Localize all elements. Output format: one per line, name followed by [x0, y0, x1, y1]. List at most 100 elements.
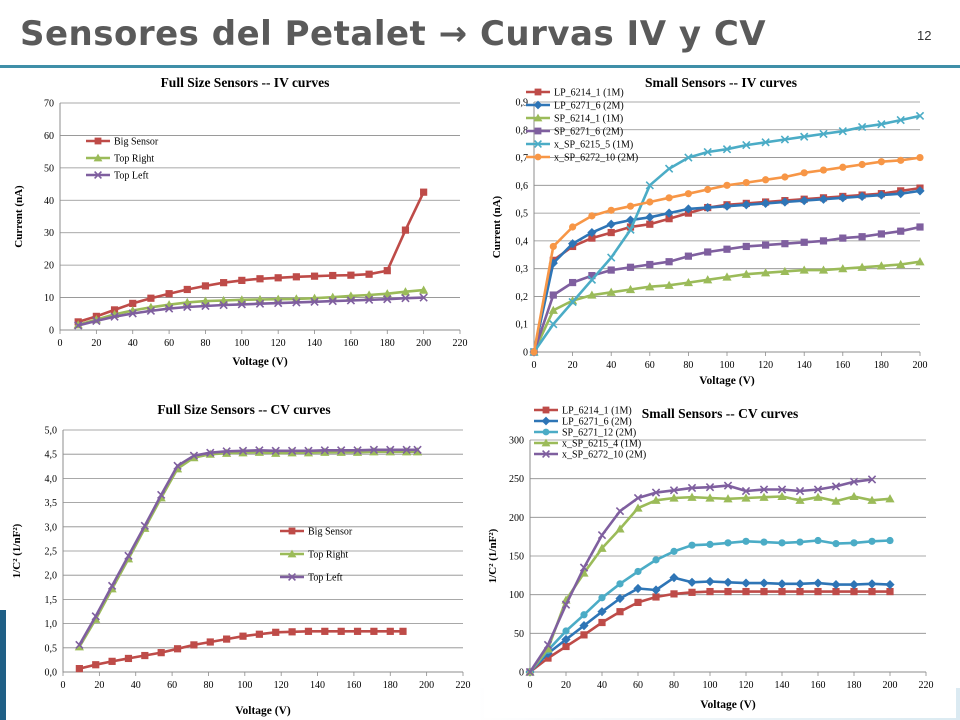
chart-background [484, 400, 956, 718]
data-point [549, 242, 557, 251]
data-point [876, 190, 886, 200]
data-point [813, 492, 823, 501]
data-point [795, 495, 805, 504]
data-point [157, 649, 165, 657]
data-point [274, 274, 282, 282]
legend-marker [94, 137, 102, 145]
data-point [645, 212, 655, 222]
series-lp-6214-1-1m [526, 587, 894, 676]
legend: LP_6214_1 (1M)LP_6271_6 (2M)SP_6271_12 (… [534, 406, 646, 461]
data-point [292, 298, 301, 307]
legend-marker [93, 153, 103, 162]
data-point [598, 594, 606, 602]
data-point [645, 181, 654, 190]
x-tick-label: 140 [307, 338, 322, 349]
chart-title: Small Sensors -- IV curves [645, 75, 797, 90]
data-point [838, 127, 847, 136]
data-point [364, 295, 374, 305]
y-tick-label: 50 [514, 629, 524, 640]
data-point [562, 642, 570, 651]
data-point [651, 495, 661, 504]
plot-axes [62, 430, 463, 673]
data-point [304, 627, 313, 635]
data-point [420, 188, 428, 196]
data-point [607, 228, 615, 237]
data-point [124, 551, 133, 561]
data-point [543, 640, 553, 650]
data-point [688, 541, 696, 549]
data-point [687, 577, 697, 587]
data-point [706, 587, 714, 596]
data-point [549, 291, 557, 299]
y-tick-label: 70 [44, 99, 54, 110]
chart-small-iv: Small Sensors -- IV curves 0 0,1 0,2 0,3 0,4 0… [486, 70, 956, 392]
data-point [645, 282, 655, 291]
legend-marker [534, 127, 542, 135]
data-point [876, 261, 886, 270]
data-point [606, 287, 616, 296]
data-point [670, 590, 678, 598]
y-tick-label: 300 [509, 436, 524, 447]
y-tick-label: 50 [44, 163, 54, 174]
data-point [237, 300, 246, 309]
data-point [190, 641, 198, 649]
data-point [165, 290, 173, 298]
data-point [886, 587, 894, 596]
x-tick-label: 40 [131, 680, 141, 691]
y-tick-label: 10 [44, 293, 54, 304]
data-point [897, 156, 905, 164]
data-point [634, 598, 642, 606]
x-tick-label: 20 [568, 360, 578, 371]
x-tick-label: 140 [775, 680, 790, 691]
legend-marker [534, 153, 542, 161]
data-point [704, 248, 712, 256]
data-point [107, 581, 117, 591]
data-point [724, 587, 732, 596]
data-point [287, 448, 297, 457]
data-point [255, 630, 263, 638]
data-point [303, 448, 314, 457]
data-point [849, 491, 859, 501]
x-tick-label: 80 [683, 360, 693, 371]
data-point [569, 278, 577, 287]
data-point [814, 587, 822, 596]
data-point [722, 145, 732, 154]
data-point [665, 194, 673, 202]
legend-marker [542, 406, 550, 414]
x-tick-label: 100 [234, 338, 249, 349]
legend-label: x_SP_6272_10 (2M) [554, 153, 638, 164]
y-tick-label: 0,6 [516, 181, 529, 192]
data-point [652, 593, 660, 601]
data-point [146, 306, 156, 316]
data-point [353, 627, 362, 635]
series-top-right [73, 285, 429, 329]
legend-label: x_SP_6272_10 (2M) [562, 450, 646, 461]
y-tick-label: 4,0 [45, 474, 58, 485]
x-tick-label: 160 [811, 680, 826, 691]
x-tick-label: 180 [380, 338, 395, 349]
data-point [896, 115, 905, 125]
data-point [588, 234, 596, 242]
data-point [402, 447, 412, 456]
x-tick-label: 200 [416, 338, 431, 349]
data-point [664, 280, 674, 289]
data-point [665, 258, 673, 266]
data-point [762, 241, 770, 249]
y-tick-label: 0 [519, 668, 524, 679]
data-point [382, 289, 392, 298]
data-point [814, 536, 822, 545]
data-point [831, 482, 841, 491]
data-point [597, 543, 607, 552]
data-point [761, 138, 770, 147]
data-point [549, 320, 558, 329]
data-point [778, 539, 786, 547]
data-point [868, 537, 876, 545]
series-big-sensor [75, 627, 407, 673]
data-point [849, 477, 859, 486]
chart-title: Full Size Sensors -- CV curves [157, 402, 330, 417]
data-point [402, 445, 411, 455]
legend-label: Top Left [308, 573, 343, 584]
data-point [271, 446, 280, 455]
y-axis-label: Current (nA) [491, 195, 503, 258]
data-point [400, 287, 411, 296]
